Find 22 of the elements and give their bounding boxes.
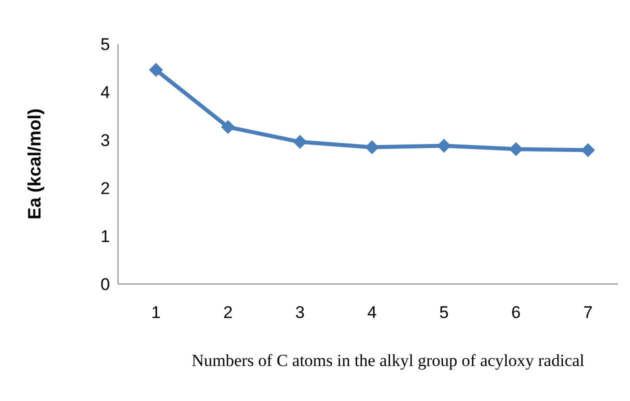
point: [149, 62, 163, 77]
point: [221, 120, 235, 134]
y-tick-label: 1: [100, 227, 110, 246]
x-tick-label: 4: [367, 303, 377, 322]
x-axis-title: Numbers of C atoms in the alkyl group of acyloxy radical: [190, 350, 586, 371]
y-tick-label: 3: [100, 131, 110, 150]
x-tick-label: 2: [223, 303, 233, 322]
x-tick-label: 3: [295, 303, 305, 322]
y-axis-title: Ea (kcal/mol): [24, 108, 44, 220]
point: [581, 143, 595, 158]
x-tick-label: 1: [151, 303, 161, 322]
point: [509, 142, 523, 156]
y-tick-label: 2: [100, 179, 110, 198]
point: [365, 140, 379, 154]
point: [293, 134, 307, 149]
x-tick-label: 6: [511, 303, 521, 322]
y-tick-label: 0: [100, 275, 110, 294]
y-tick-label: 4: [100, 83, 110, 102]
x-tick-label: 7: [583, 303, 593, 322]
x-tick-label: 5: [439, 303, 449, 322]
point: [437, 138, 451, 153]
y-tick-label: 5: [100, 35, 110, 54]
